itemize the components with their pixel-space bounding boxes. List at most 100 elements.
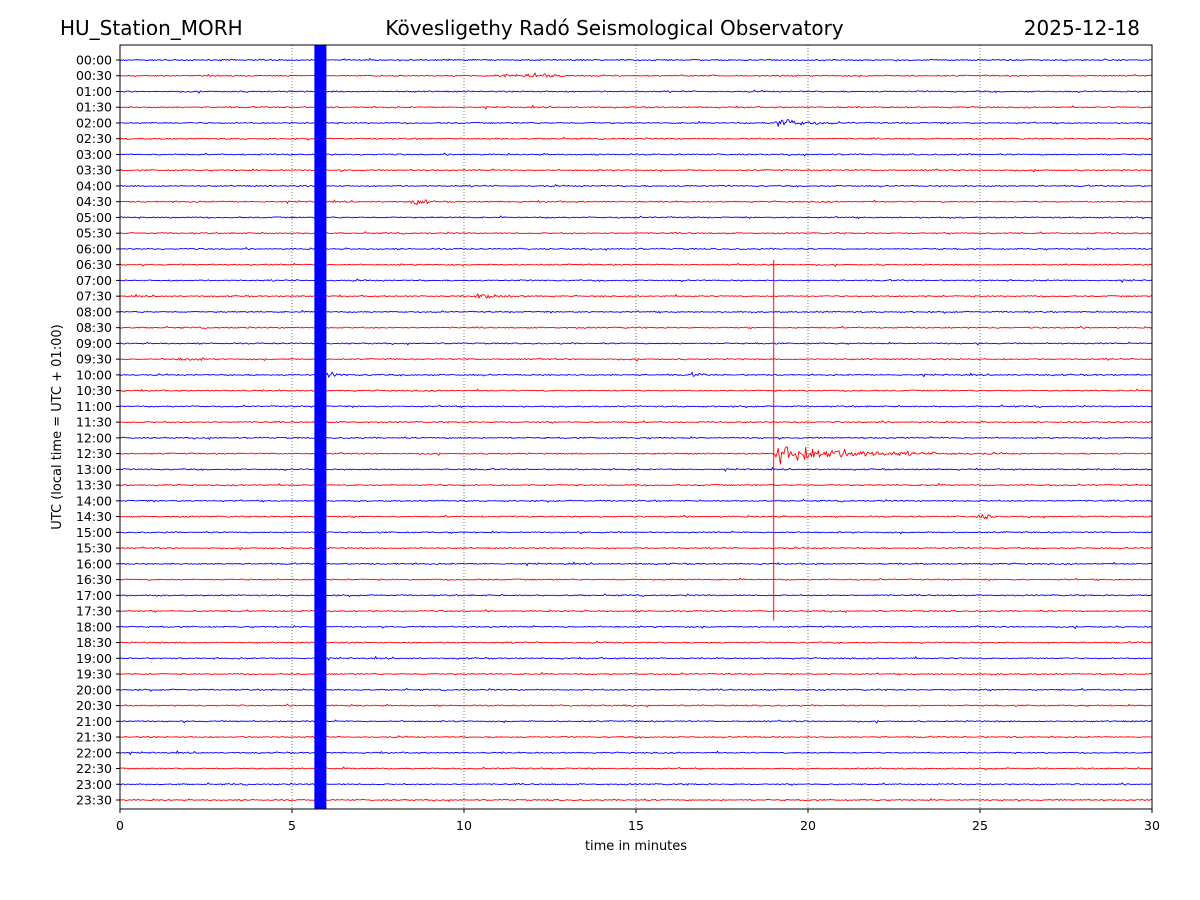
trace-0330 [119, 168, 1153, 173]
trace-1330 [119, 483, 1153, 487]
y-tick-label: 16:30 [76, 572, 112, 587]
y-tick-label: 19:30 [76, 667, 112, 682]
trace-1100 [119, 404, 1153, 409]
trace-0800 [119, 309, 1153, 314]
y-tick-label: 03:00 [76, 147, 112, 162]
trace-2200 [119, 750, 1153, 756]
y-tick-label: 15:30 [76, 541, 112, 556]
trace-0130 [119, 105, 1153, 110]
y-tick-label: 09:00 [76, 336, 112, 351]
event-overlays [314, 45, 775, 809]
trace-0830 [119, 325, 1153, 330]
y-tick-label: 10:30 [76, 383, 112, 398]
trace-0930 [119, 357, 1153, 362]
trace-0400 [119, 184, 1153, 188]
trace-1600 [119, 561, 1153, 567]
y-tick-label: 02:00 [76, 115, 112, 130]
x-tick-label: 15 [628, 818, 644, 833]
y-tick-label: 22:30 [76, 761, 112, 776]
y-tick-label: 11:30 [76, 415, 112, 430]
trace-1930 [119, 672, 1153, 676]
x-tick-label: 5 [288, 818, 296, 833]
y-axis: 00:0000:3001:0001:3002:0002:3003:0003:30… [76, 53, 120, 808]
y-tick-label: 22:00 [76, 745, 112, 760]
trace-0300 [119, 152, 1153, 157]
y-tick-label: 01:30 [76, 100, 112, 115]
y-tick-label: 08:30 [76, 320, 112, 335]
y-tick-label: 12:00 [76, 430, 112, 445]
y-tick-label: 18:00 [76, 619, 112, 634]
trace-2300 [119, 782, 1153, 786]
y-tick-label: 23:30 [76, 793, 112, 808]
trace-2330 [119, 798, 1153, 802]
trace-0700 [119, 278, 1153, 283]
trace-0500 [119, 215, 1153, 220]
y-axis-label: UTC (local time = UTC + 01:00) [50, 324, 65, 529]
x-tick-label: 0 [116, 818, 124, 833]
date-label: 2025-12-18 [1023, 16, 1140, 40]
x-tick-label: 20 [800, 818, 816, 833]
trace-0530 [119, 231, 1153, 235]
trace-0630 [119, 262, 1153, 267]
trace-1200 [119, 436, 1153, 440]
y-tick-label: 11:00 [76, 399, 112, 414]
y-tick-label: 07:00 [76, 273, 112, 288]
trace-1230 [119, 446, 1153, 465]
chart-title: Kövesligethy Radó Seismological Observat… [385, 16, 844, 40]
y-tick-label: 06:30 [76, 257, 112, 272]
y-tick-label: 03:30 [76, 163, 112, 178]
trace-0030 [119, 72, 1153, 78]
trace-0100 [119, 89, 1153, 94]
grid-lines [291, 45, 981, 809]
saturated-band [314, 45, 327, 809]
y-tick-label: 00:00 [76, 53, 112, 68]
y-tick-label: 13:00 [76, 462, 112, 477]
y-tick-label: 21:00 [76, 714, 112, 729]
y-tick-label: 17:00 [76, 588, 112, 603]
x-tick-label: 30 [1144, 818, 1160, 833]
y-tick-label: 14:30 [76, 509, 112, 524]
y-tick-label: 04:30 [76, 194, 112, 209]
y-tick-label: 13:30 [76, 478, 112, 493]
y-tick-label: 20:00 [76, 682, 112, 697]
trace-1830 [119, 640, 1153, 645]
y-tick-label: 16:00 [76, 556, 112, 571]
y-tick-label: 23:00 [76, 777, 112, 792]
trace-1400 [119, 498, 1153, 503]
trace-1500 [119, 530, 1153, 535]
y-tick-label: 10:00 [76, 367, 112, 382]
trace-1130 [119, 420, 1153, 424]
x-tick-label: 25 [972, 818, 988, 833]
trace-2130 [119, 735, 1153, 739]
trace-1030 [119, 388, 1153, 393]
y-tick-label: 12:30 [76, 446, 112, 461]
trace-1430 [119, 513, 1153, 520]
trace-0730 [119, 293, 1153, 299]
trace-2030 [119, 703, 1153, 708]
y-tick-label: 18:30 [76, 635, 112, 650]
trace-2230 [119, 766, 1153, 771]
y-tick-label: 19:00 [76, 651, 112, 666]
x-axis-label: time in minutes [585, 839, 687, 854]
trace-0000 [119, 58, 1153, 62]
trace-0900 [119, 341, 1153, 346]
y-tick-label: 00:30 [76, 68, 112, 83]
y-tick-label: 06:00 [76, 241, 112, 256]
y-tick-label: 07:30 [76, 289, 112, 304]
y-tick-label: 09:30 [76, 352, 112, 367]
y-tick-label: 04:00 [76, 178, 112, 193]
trace-0600 [119, 247, 1153, 251]
trace-0230 [119, 136, 1153, 141]
trace-1700 [119, 593, 1153, 598]
trace-0430 [119, 199, 1153, 206]
trace-2000 [119, 687, 1153, 692]
station-name: HU_Station_MORH [60, 16, 243, 40]
y-tick-label: 14:00 [76, 493, 112, 508]
trace-1000 [119, 371, 1153, 378]
x-axis: 0 5 10 15 20 25 30 [116, 809, 1160, 833]
trace-2100 [119, 719, 1153, 724]
trace-1630 [119, 577, 1153, 582]
trace-1530 [119, 546, 1153, 551]
y-tick-label: 05:00 [76, 210, 112, 225]
